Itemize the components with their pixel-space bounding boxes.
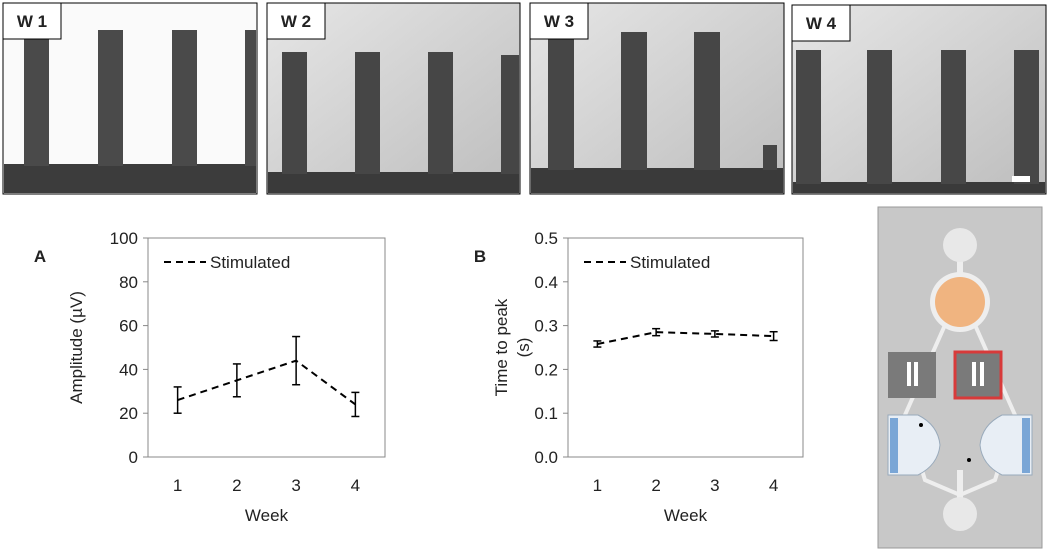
error-bar: [351, 391, 360, 418]
plot-frame: [147, 237, 386, 458]
y-tick-label: 0.0: [534, 448, 558, 467]
y-tick-label: 0.2: [534, 360, 558, 379]
error-bar: [292, 335, 301, 386]
y-axis-title: Time to peak: [492, 298, 511, 396]
data-line: [597, 331, 774, 345]
image-label-box: [266, 2, 326, 40]
panel-label: A: [34, 247, 46, 266]
y-tick-label: 40: [119, 360, 138, 379]
y-tick-label: 100: [110, 229, 138, 248]
y-tick-label: 0: [129, 448, 138, 467]
image-label-box: [791, 4, 851, 42]
scale-bar: [1012, 176, 1030, 182]
image-label: W 1: [17, 12, 47, 31]
x-tick-label: 3: [291, 476, 300, 495]
y-axis-title: (s): [514, 338, 533, 358]
x-tick-label: 2: [232, 476, 241, 495]
x-tick-label: 2: [651, 476, 660, 495]
x-tick-label: 4: [351, 476, 360, 495]
error-bar: [173, 386, 182, 414]
error-bar: [593, 340, 602, 348]
image-label: W 3: [544, 12, 574, 31]
legend-label: Stimulated: [630, 253, 710, 272]
x-tick-label: 1: [593, 476, 602, 495]
device-diagram: [877, 206, 1043, 549]
y-tick-label: 60: [119, 317, 138, 336]
y-tick-label: 0.5: [534, 229, 558, 248]
error-bar: [769, 330, 778, 342]
image-label: W 2: [281, 12, 311, 31]
plot-frame: [567, 237, 804, 458]
x-tick-label: 4: [769, 476, 778, 495]
legend-label: Stimulated: [210, 253, 290, 272]
image-label-box: [529, 2, 589, 40]
y-tick-label: 0.3: [534, 317, 558, 336]
micrograph: [266, 2, 521, 195]
data-line: [177, 359, 356, 406]
x-tick-label: 3: [710, 476, 719, 495]
error-bar: [232, 363, 241, 398]
x-tick-label: 1: [173, 476, 182, 495]
micrograph: [2, 2, 258, 195]
y-tick-label: 20: [119, 404, 138, 423]
error-bar: [652, 327, 661, 337]
y-tick-label: 0.4: [534, 273, 558, 292]
y-axis-title: Amplitude (µV): [67, 291, 86, 404]
error-bar: [710, 330, 719, 338]
x-axis-title: Week: [664, 506, 708, 525]
image-label-box: [2, 2, 62, 40]
image-label: W 4: [806, 14, 837, 33]
panel-label: B: [474, 247, 486, 266]
x-axis-title: Week: [245, 506, 289, 525]
y-tick-label: 0.1: [534, 404, 558, 423]
y-tick-label: 80: [119, 273, 138, 292]
